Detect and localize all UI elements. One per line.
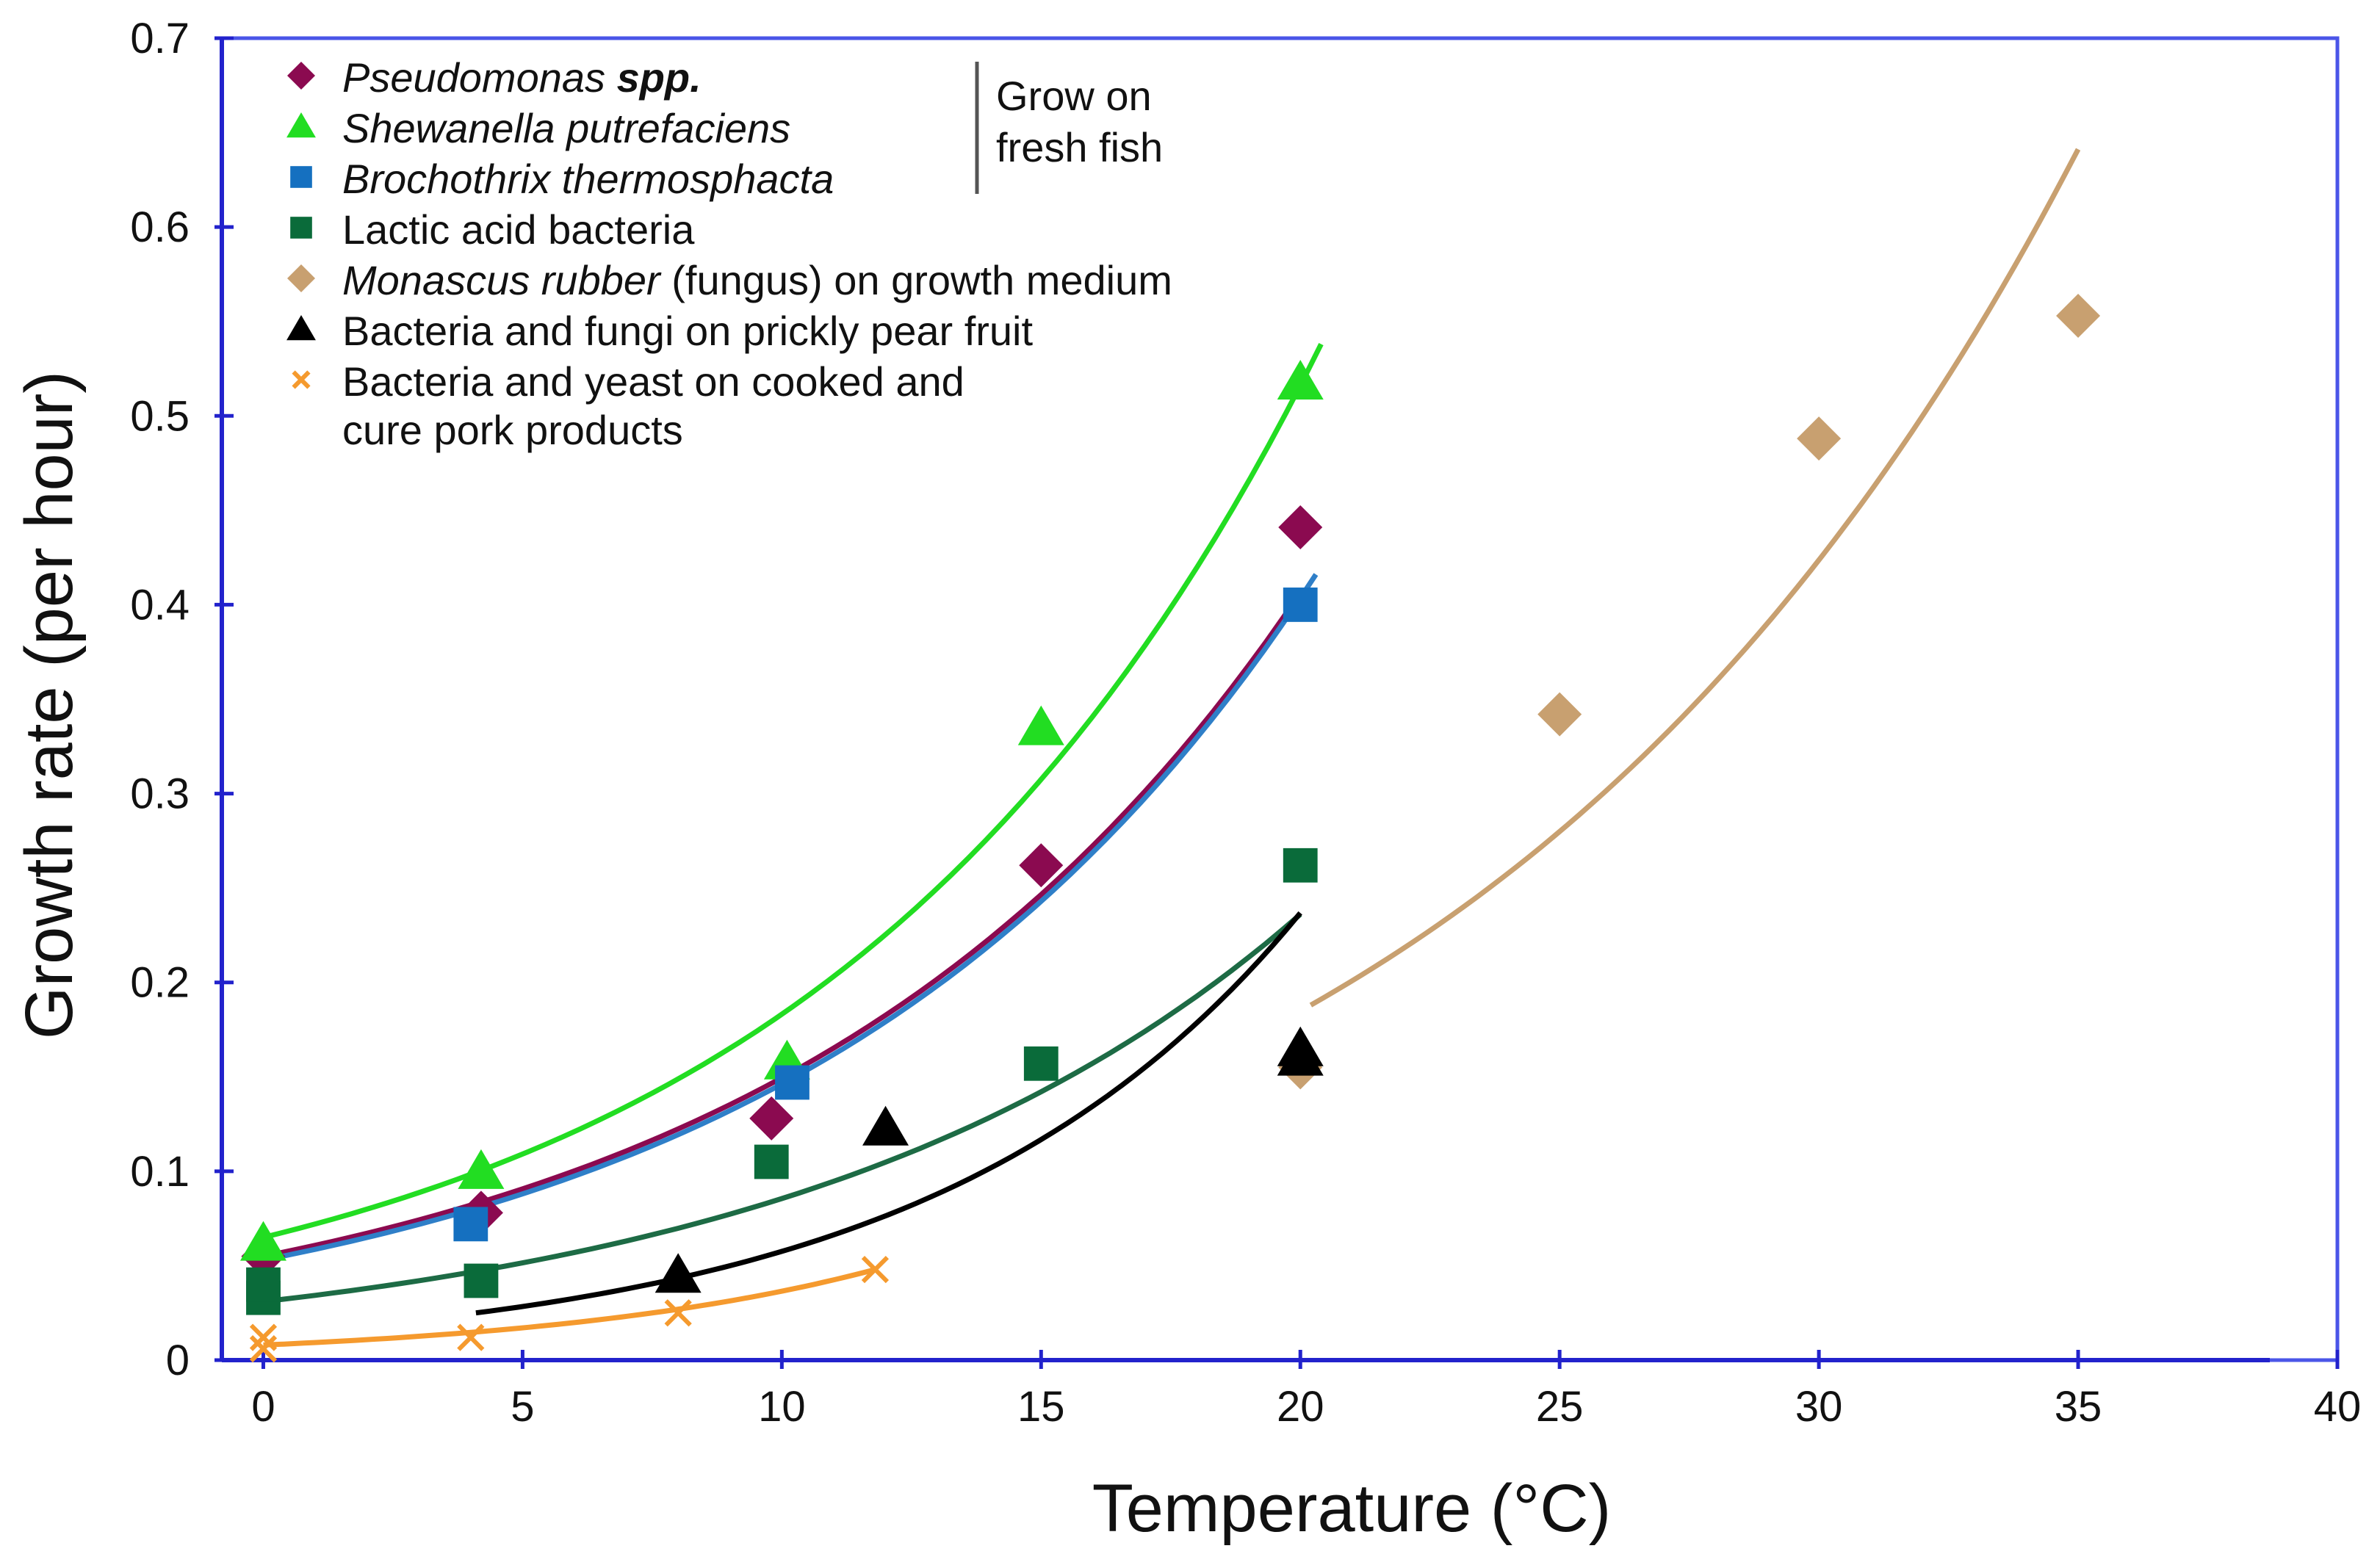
data-point-monascus <box>1797 416 1842 461</box>
legend: Pseudomonas spp.Shewanella putrefaciens B… <box>286 54 1172 453</box>
y-tick-label: 0 <box>166 1337 190 1384</box>
x-tick-label: 0 <box>251 1383 275 1431</box>
data-point-pseudomonas <box>749 1096 794 1141</box>
data-point-pork <box>664 1299 692 1327</box>
data-point-prickly <box>1277 1026 1324 1066</box>
data-point-brochothrix <box>775 1065 809 1100</box>
legend-label-pork-line-2: cure pork products <box>342 407 683 453</box>
legend-label-brochothrix: Brochothrix thermosphacta <box>342 156 834 202</box>
legend-marker-pseudomonas <box>287 62 315 90</box>
legend-label-shewanella: Shewanella putrefaciens <box>342 105 790 151</box>
fit-curve-pork <box>263 1267 876 1348</box>
data-point-pseudomonas <box>1278 505 1323 549</box>
data-points <box>239 294 2101 1363</box>
legend-marker-monascus <box>287 264 315 292</box>
y-tick-label: 0.7 <box>130 15 190 62</box>
y-tick-label: 0.1 <box>130 1148 190 1196</box>
y-tick-label: 0.6 <box>130 203 190 251</box>
x-tick-label: 15 <box>1017 1383 1065 1431</box>
x-tick-label: 35 <box>2055 1383 2102 1431</box>
x-tick-label: 25 <box>1536 1383 1584 1431</box>
data-point-brochothrix <box>453 1207 488 1242</box>
legend-label-lactic: Lactic acid bacteria <box>342 206 695 253</box>
fit-curve-prickly <box>475 911 1302 1316</box>
data-point-monascus <box>1537 692 1582 737</box>
legend-marker-pork <box>292 370 311 389</box>
fit-curve-lactic <box>263 912 1302 1304</box>
legend-marker-shewanella <box>286 112 316 138</box>
legend-label-pseudomonas: Pseudomonas spp. <box>342 54 702 101</box>
legend-label-pork: Bacteria and yeast on cooked and <box>342 358 964 405</box>
x-tick-label: 5 <box>511 1383 534 1431</box>
y-axis-title: Growth rate (per hour) <box>12 371 87 1039</box>
data-point-shewanella <box>1017 705 1064 745</box>
data-point-monascus <box>2056 294 2101 338</box>
data-point-pseudomonas <box>1019 843 1064 888</box>
data-point-pork <box>249 1323 278 1351</box>
x-tick-label: 10 <box>758 1383 806 1431</box>
data-point-prickly <box>862 1105 909 1146</box>
data-point-prickly <box>654 1253 702 1293</box>
fit-curve-brochothrix <box>262 573 1319 1263</box>
x-tick-label: 20 <box>1277 1383 1324 1431</box>
data-point-shewanella <box>458 1149 505 1189</box>
data-point-lactic <box>1023 1046 1059 1081</box>
data-point-lactic <box>464 1263 499 1298</box>
legend-marker-prickly <box>286 315 316 341</box>
legend-label-monascus: Monascus rubber (fungus) on growth mediu… <box>342 257 1172 303</box>
x-axis-ticks: 0 5 10 15 20 25 30 35 40 <box>251 1350 2361 1431</box>
y-tick-label: 0.2 <box>130 959 190 1007</box>
fit-curve-shewanella <box>262 343 1324 1240</box>
x-tick-label: 40 <box>2314 1383 2362 1431</box>
data-point-shewanella <box>1277 360 1324 400</box>
data-point-lactic <box>246 1267 281 1302</box>
legend-marker-brochothrix <box>290 166 312 188</box>
y-tick-label: 0.3 <box>130 770 190 818</box>
data-point-brochothrix <box>1283 588 1318 622</box>
fit-curve-monascus <box>1309 148 2081 1008</box>
x-axis-title: Temperature (°C) <box>1092 1471 1612 1546</box>
y-axis-ticks: 0 0.1 0.2 0.3 0.4 0.5 0.6 0.7 <box>130 15 234 1384</box>
legend-group-note-line-1: Grow on <box>996 73 1152 119</box>
data-point-pork <box>861 1255 890 1284</box>
x-tick-label: 30 <box>1795 1383 1843 1431</box>
y-tick-label: 0.5 <box>130 392 190 440</box>
data-point-pork <box>457 1323 485 1351</box>
data-point-lactic <box>1283 848 1318 883</box>
y-tick-label: 0.4 <box>130 581 190 629</box>
data-point-shewanella <box>239 1221 286 1261</box>
legend-marker-lactic <box>290 217 312 239</box>
data-point-pork <box>249 1334 278 1363</box>
legend-group-note-line-2: fresh fish <box>996 124 1163 170</box>
legend-label-prickly: Bacteria and fungi on prickly pear fruit <box>342 308 1033 354</box>
data-point-lactic <box>754 1144 789 1179</box>
